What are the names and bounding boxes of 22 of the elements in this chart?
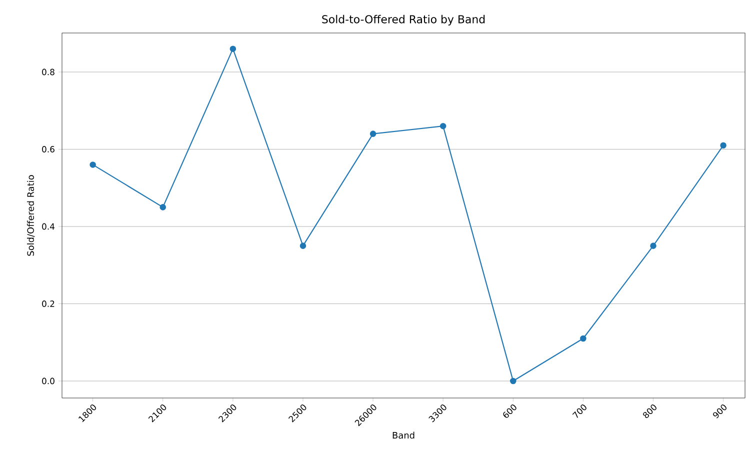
point (230, 46, 236, 52)
y-axis-title: Sold/Offered Ratio (27, 175, 35, 256)
point (90, 162, 96, 168)
point (720, 142, 726, 149)
point (440, 122, 446, 130)
point (370, 130, 376, 137)
x-tick-label: 600 (503, 404, 516, 418)
point (650, 242, 656, 249)
point (300, 242, 306, 249)
x-tick-label: 700 (572, 404, 586, 418)
y-tick-label: 0.2 (42, 300, 54, 307)
y-tick-label: 0.0 (42, 378, 54, 384)
x-axis-title: Band (392, 432, 414, 439)
point (160, 204, 166, 210)
x-tick-label: 900 (713, 404, 726, 418)
y-tick-label: 0.6 (42, 146, 54, 152)
point (510, 378, 516, 384)
y-tick-label: 0.4 (42, 223, 54, 230)
chart-title: Sold-to-Offered Ratio by Band (322, 14, 485, 26)
x-tick-label: 800 (643, 404, 656, 418)
point (580, 335, 586, 342)
y-tick-label: 0.8 (42, 68, 54, 76)
